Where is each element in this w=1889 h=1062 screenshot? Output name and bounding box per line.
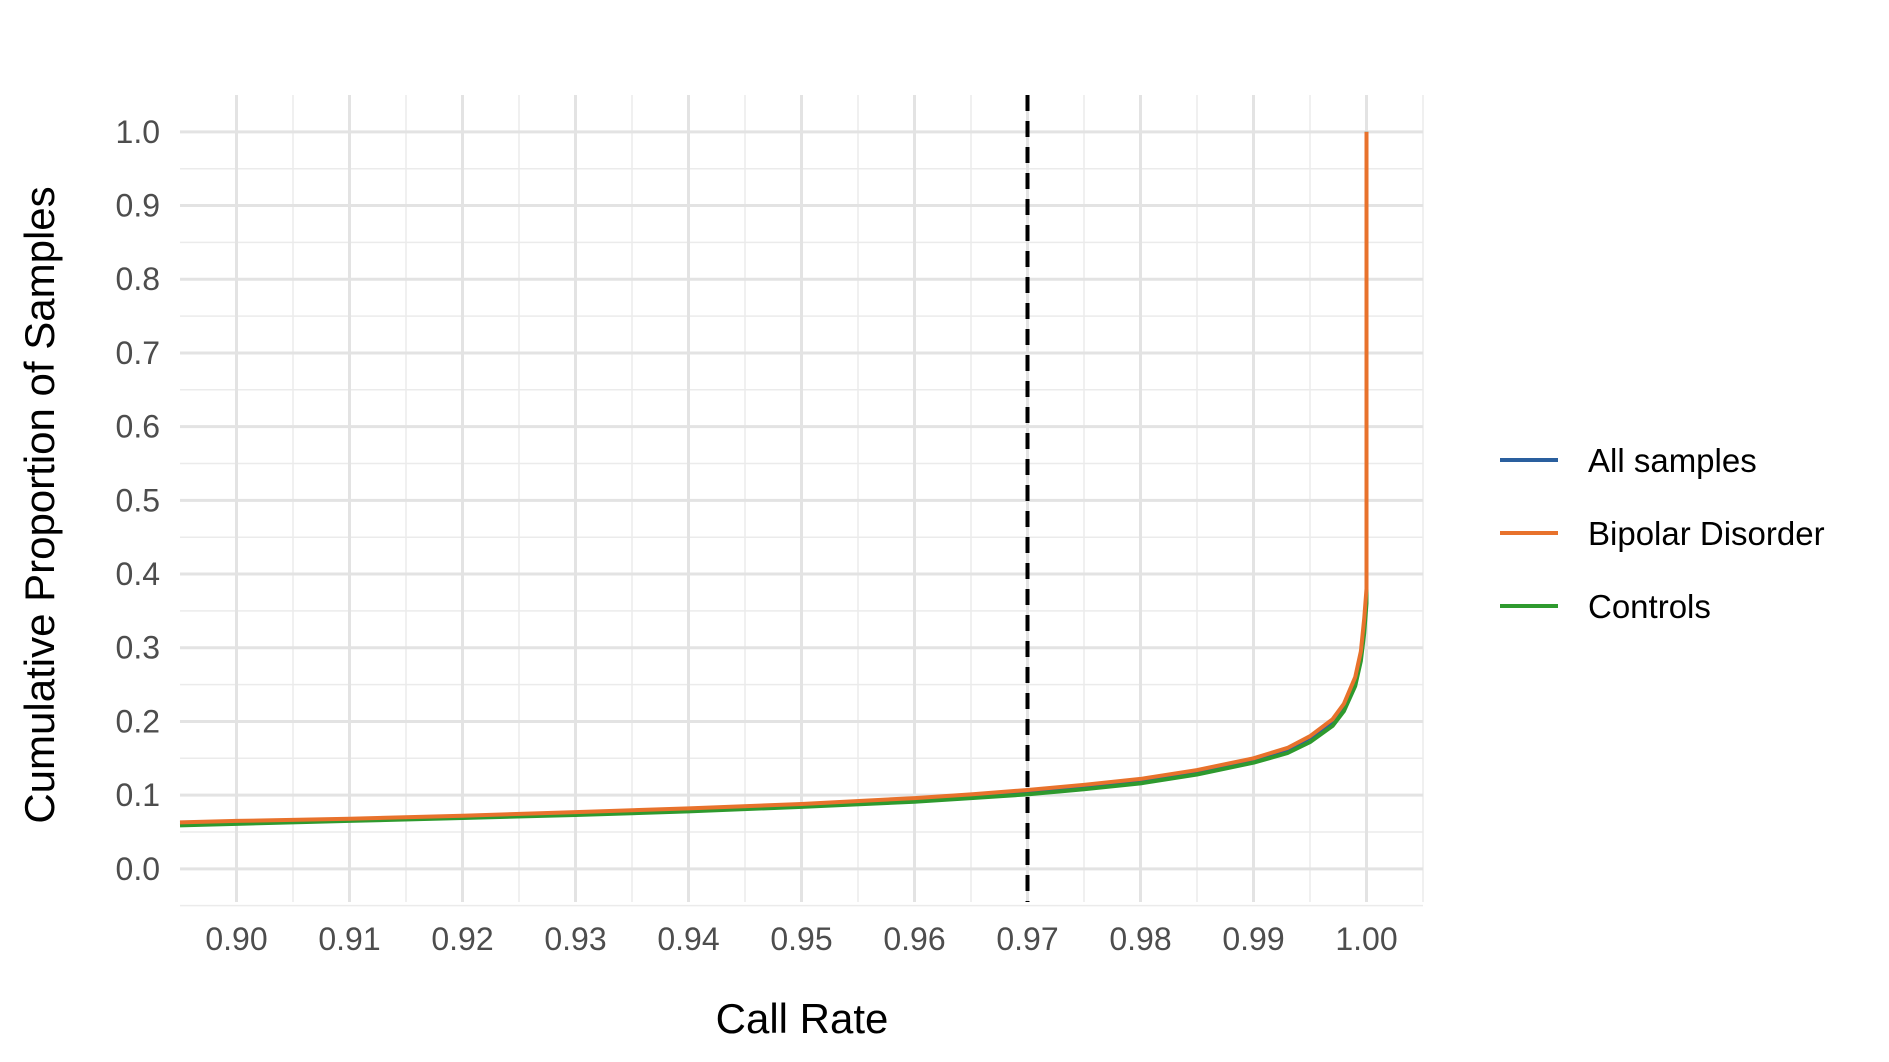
y-tick-label: 0.0	[116, 851, 160, 887]
x-tick-label: 0.93	[544, 921, 606, 957]
y-tick-label: 0.8	[116, 261, 160, 297]
x-tick-label: 0.96	[883, 921, 945, 957]
x-axis-title: Call Rate	[716, 995, 889, 1042]
legend-label-controls: Controls	[1588, 588, 1711, 625]
x-tick-label: 0.98	[1109, 921, 1171, 957]
y-tick-label: 0.7	[116, 335, 160, 371]
y-axis-tick-labels: 0.0 0.1 0.2 0.3 0.4 0.5 0.6 0.7 0.8 0.9 1.0	[116, 114, 160, 887]
x-tick-label: 1.00	[1335, 921, 1397, 957]
x-tick-label: 0.92	[431, 921, 493, 957]
y-tick-label: 0.1	[116, 777, 160, 813]
y-tick-label: 1.0	[116, 114, 160, 150]
x-tick-label: 0.94	[657, 921, 719, 957]
x-tick-label: 0.95	[770, 921, 832, 957]
legend-label-all-samples: All samples	[1588, 442, 1757, 479]
legend-label-bipolar-disorder: Bipolar Disorder	[1588, 515, 1825, 552]
x-axis-tick-labels: 0.90 0.91 0.92 0.93 0.94 0.95 0.96 0.97 0.98 0.99…	[205, 921, 1397, 957]
series-line-bipolar-disorder	[179, 131, 1369, 825]
x-tick-label: 0.99	[1222, 921, 1284, 957]
legend: All samples Bipolar Disorder Controls	[1500, 442, 1825, 625]
y-tick-label: 0.3	[116, 630, 160, 666]
y-tick-label: 0.5	[116, 482, 160, 518]
y-tick-label: 0.6	[116, 409, 160, 445]
major-gridlines	[180, 95, 1423, 902]
y-tick-label: 0.2	[116, 703, 160, 739]
y-tick-label: 0.9	[116, 188, 160, 224]
x-tick-label: 0.97	[996, 921, 1058, 957]
y-axis-title: Cumulative Proportion of Samples	[16, 186, 63, 823]
x-tick-label: 0.90	[205, 921, 267, 957]
series-lines	[179, 131, 1369, 828]
y-tick-label: 0.4	[116, 556, 160, 592]
x-tick-label: 0.91	[318, 921, 380, 957]
